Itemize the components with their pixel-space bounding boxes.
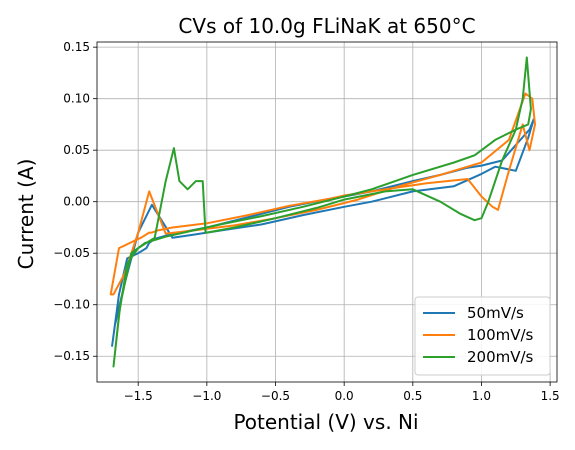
chart-title: CVs of 10.0g FLiNaK at 650°C xyxy=(178,14,475,38)
x-tick-label: 0.5 xyxy=(403,389,422,403)
legend-label: 200mV/s xyxy=(467,348,534,366)
x-tick-label: −0.5 xyxy=(261,389,290,403)
y-axis-label: Current (A) xyxy=(14,159,38,270)
x-tick-label: 1.0 xyxy=(472,389,491,403)
y-tick-label: 0.15 xyxy=(63,40,90,54)
x-axis-label: Potential (V) vs. Ni xyxy=(233,410,418,434)
legend-box xyxy=(414,296,551,376)
x-tick-label: 1.5 xyxy=(541,389,560,403)
y-tick-label: 0.10 xyxy=(63,92,90,106)
legend-label: 50mV/s xyxy=(467,304,524,322)
legend: 50mV/s 100mV/s 200mV/s xyxy=(414,296,551,376)
series-lines xyxy=(109,56,536,368)
y-tick-label: 0.00 xyxy=(63,195,90,209)
series-line-100mv-s xyxy=(109,92,536,296)
x-tick-label: 0.0 xyxy=(335,389,354,403)
legend-label: 100mV/s xyxy=(467,326,534,344)
y-tick-label: −0.10 xyxy=(53,298,90,312)
x-tick-label: −1.0 xyxy=(192,389,221,403)
series-line-200mv-s xyxy=(112,56,532,368)
x-tick-label: −1.5 xyxy=(124,389,153,403)
y-tick-label: −0.05 xyxy=(53,246,90,260)
y-tick-label: −0.15 xyxy=(53,349,90,363)
axis-ticks: −1.5 −1.0 −0.5 0.0 0.5 1.0 1.5 −0.15 −0.10 −0.05 0… xyxy=(53,40,559,403)
y-tick-label: 0.05 xyxy=(63,143,90,157)
plot-area-frame xyxy=(96,41,558,383)
